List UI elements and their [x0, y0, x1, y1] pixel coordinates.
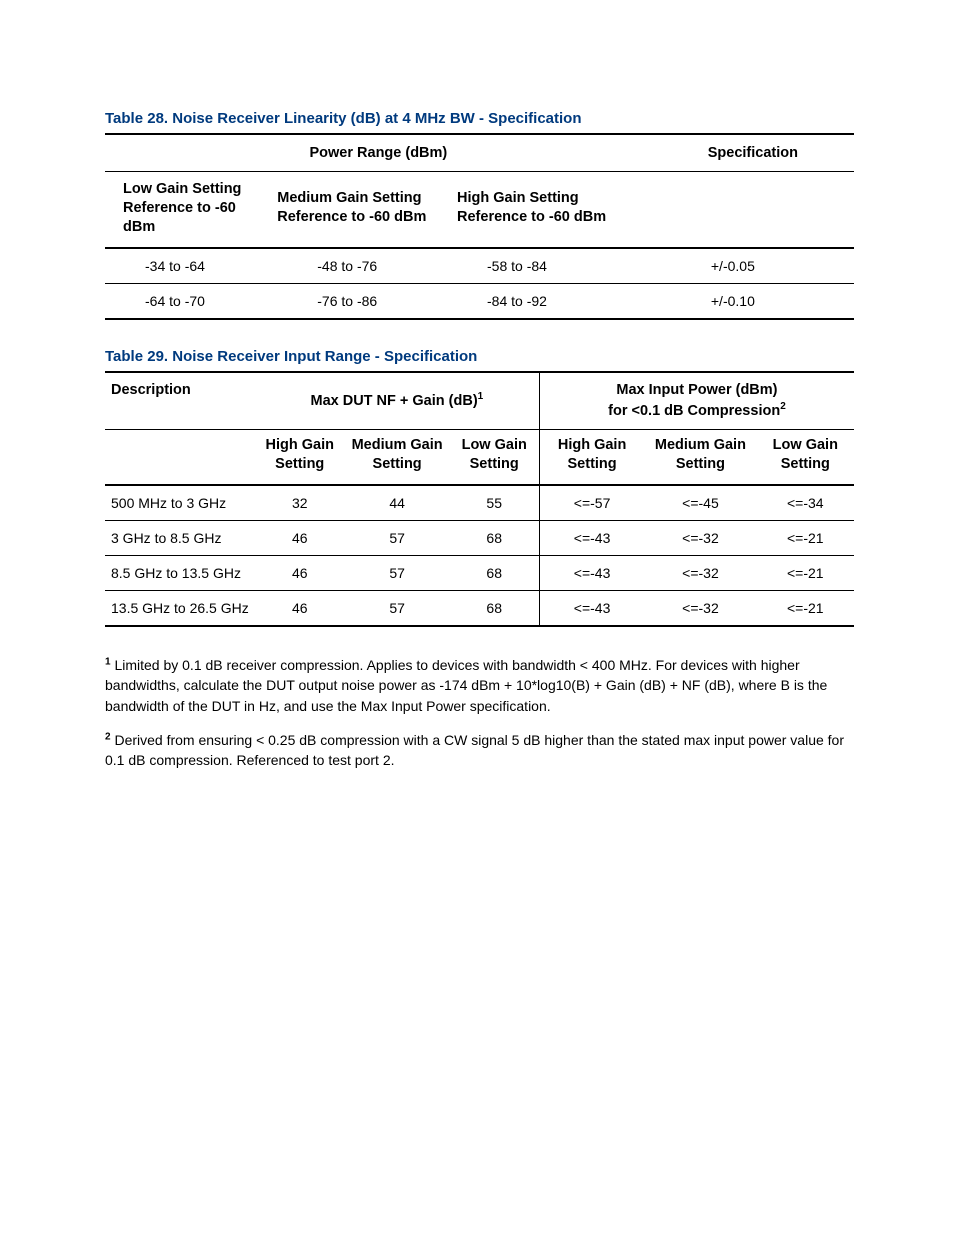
table-cell: <=-43: [539, 521, 644, 556]
t28-sub-med-1: Medium Gain Setting: [277, 190, 421, 206]
t29-sub-ip-low-lbl: Low GainSetting: [773, 437, 838, 472]
t29-header-nfgain-text: Max DUT NF + Gain (dB): [310, 393, 477, 409]
table-cell: +/-0.05: [652, 248, 854, 284]
t28-header-spec: Specification: [652, 134, 854, 172]
footnote-2-text: Derived from ensuring < 0.25 dB compress…: [105, 732, 844, 768]
t29-header-maxinput-1: Max Input Power (dBm): [616, 382, 777, 398]
t29-header-maxinput-sup: 2: [780, 401, 786, 412]
table-cell: <=-43: [539, 591, 644, 627]
table-cell: 57: [345, 521, 450, 556]
footnote-2: 2 Derived from ensuring < 0.25 dB compre…: [105, 730, 854, 771]
t29-sub-ip-med: Medium GainSetting: [644, 430, 756, 485]
t29-header-maxinput: Max Input Power (dBm) for <0.1 dB Compre…: [539, 372, 854, 430]
footnote-1: 1 Limited by 0.1 dB receiver compression…: [105, 655, 854, 716]
t28-sub-high-1: High Gain Setting: [457, 190, 579, 206]
table-cell: <=-34: [757, 485, 854, 521]
table-row: -64 to -70-76 to -86-84 to -92+/-0.10: [105, 283, 854, 319]
t28-sub-high-2: Reference to -60 dBm: [457, 209, 606, 225]
t29-sub-nf-low-lbl: Low GainSetting: [462, 437, 527, 472]
t29-sub-ip-low: Low GainSetting: [757, 430, 854, 485]
table-cell: 13.5 GHz to 26.5 GHz: [105, 591, 255, 627]
table-row: 500 MHz to 3 GHz324455<=-57<=-45<=-34: [105, 485, 854, 521]
t29-header-maxinput-2: for <0.1 dB Compression: [608, 403, 780, 419]
t29-sub-empty: [105, 430, 255, 485]
t29-sub-nf-med: Medium GainSetting: [345, 430, 450, 485]
table-cell: -76 to -86: [277, 283, 457, 319]
table-cell: <=-21: [757, 556, 854, 591]
t28-sub-high: High Gain Setting Reference to -60 dBm: [457, 172, 652, 248]
table-row: 3 GHz to 8.5 GHz465768<=-43<=-32<=-21: [105, 521, 854, 556]
footnote-1-text: Limited by 0.1 dB receiver compression. …: [105, 657, 827, 714]
t28-sub-med-2: Reference to -60 dBm: [277, 209, 426, 225]
table-cell: <=-43: [539, 556, 644, 591]
table-cell: <=-32: [644, 591, 756, 627]
table29: Description Max DUT NF + Gain (dB)1 Max …: [105, 371, 854, 628]
table-row: -34 to -64-48 to -76-58 to -84+/-0.05: [105, 248, 854, 284]
table-row: 13.5 GHz to 26.5 GHz465768<=-43<=-32<=-2…: [105, 591, 854, 627]
t29-header-nfgain-sup: 1: [478, 391, 484, 402]
table-cell: 8.5 GHz to 13.5 GHz: [105, 556, 255, 591]
table28-title: Table 28. Noise Receiver Linearity (dB) …: [105, 110, 854, 127]
table-cell: 57: [345, 591, 450, 627]
t28-header-power: Power Range (dBm): [105, 134, 652, 172]
t29-header-desc: Description: [105, 372, 255, 430]
table-cell: 3 GHz to 8.5 GHz: [105, 521, 255, 556]
table-cell: <=-21: [757, 521, 854, 556]
table-cell: 68: [450, 591, 540, 627]
table-cell: 57: [345, 556, 450, 591]
table-cell: +/-0.10: [652, 283, 854, 319]
table-cell: 44: [345, 485, 450, 521]
t28-sub-med: Medium Gain Setting Reference to -60 dBm: [277, 172, 457, 248]
t28-sub-low: Low Gain Setting Reference to -60 dBm: [105, 172, 277, 248]
table-cell: 46: [255, 556, 345, 591]
t28-sub-low-1: Low Gain Setting: [123, 181, 241, 197]
t28-sub-low-2: Reference to -60 dBm: [123, 200, 236, 235]
t29-sub-ip-med-lbl: Medium GainSetting: [655, 437, 746, 472]
t29-sub-ip-high-lbl: High GainSetting: [558, 437, 626, 472]
table-cell: <=-21: [757, 591, 854, 627]
table28: Power Range (dBm) Specification Low Gain…: [105, 133, 854, 320]
table-cell: 68: [450, 556, 540, 591]
t29-sub-nf-low: Low GainSetting: [450, 430, 540, 485]
table-cell: -58 to -84: [457, 248, 652, 284]
t29-sub-nf-high-lbl: High GainSetting: [265, 437, 333, 472]
table-cell: -64 to -70: [105, 283, 277, 319]
table-cell: 46: [255, 521, 345, 556]
table-cell: 32: [255, 485, 345, 521]
t29-header-nfgain: Max DUT NF + Gain (dB)1: [255, 372, 540, 430]
table-cell: <=-57: [539, 485, 644, 521]
table-cell: 55: [450, 485, 540, 521]
table-cell: -48 to -76: [277, 248, 457, 284]
t28-sub-spec-empty: [652, 172, 854, 248]
table-cell: 46: [255, 591, 345, 627]
t29-sub-ip-high: High GainSetting: [539, 430, 644, 485]
table-cell: <=-32: [644, 521, 756, 556]
table-cell: -84 to -92: [457, 283, 652, 319]
table-cell: <=-32: [644, 556, 756, 591]
document-page: Table 28. Noise Receiver Linearity (dB) …: [0, 0, 954, 1235]
table-cell: <=-45: [644, 485, 756, 521]
table-cell: 68: [450, 521, 540, 556]
t28-body: -34 to -64-48 to -76-58 to -84+/-0.05-64…: [105, 248, 854, 319]
t29-sub-nf-high: High GainSetting: [255, 430, 345, 485]
table-row: 8.5 GHz to 13.5 GHz465768<=-43<=-32<=-21: [105, 556, 854, 591]
table29-title: Table 29. Noise Receiver Input Range - S…: [105, 348, 854, 365]
table-cell: -34 to -64: [105, 248, 277, 284]
t29-sub-nf-med-lbl: Medium GainSetting: [352, 437, 443, 472]
table-cell: 500 MHz to 3 GHz: [105, 485, 255, 521]
t29-body: 500 MHz to 3 GHz324455<=-57<=-45<=-343 G…: [105, 485, 854, 626]
